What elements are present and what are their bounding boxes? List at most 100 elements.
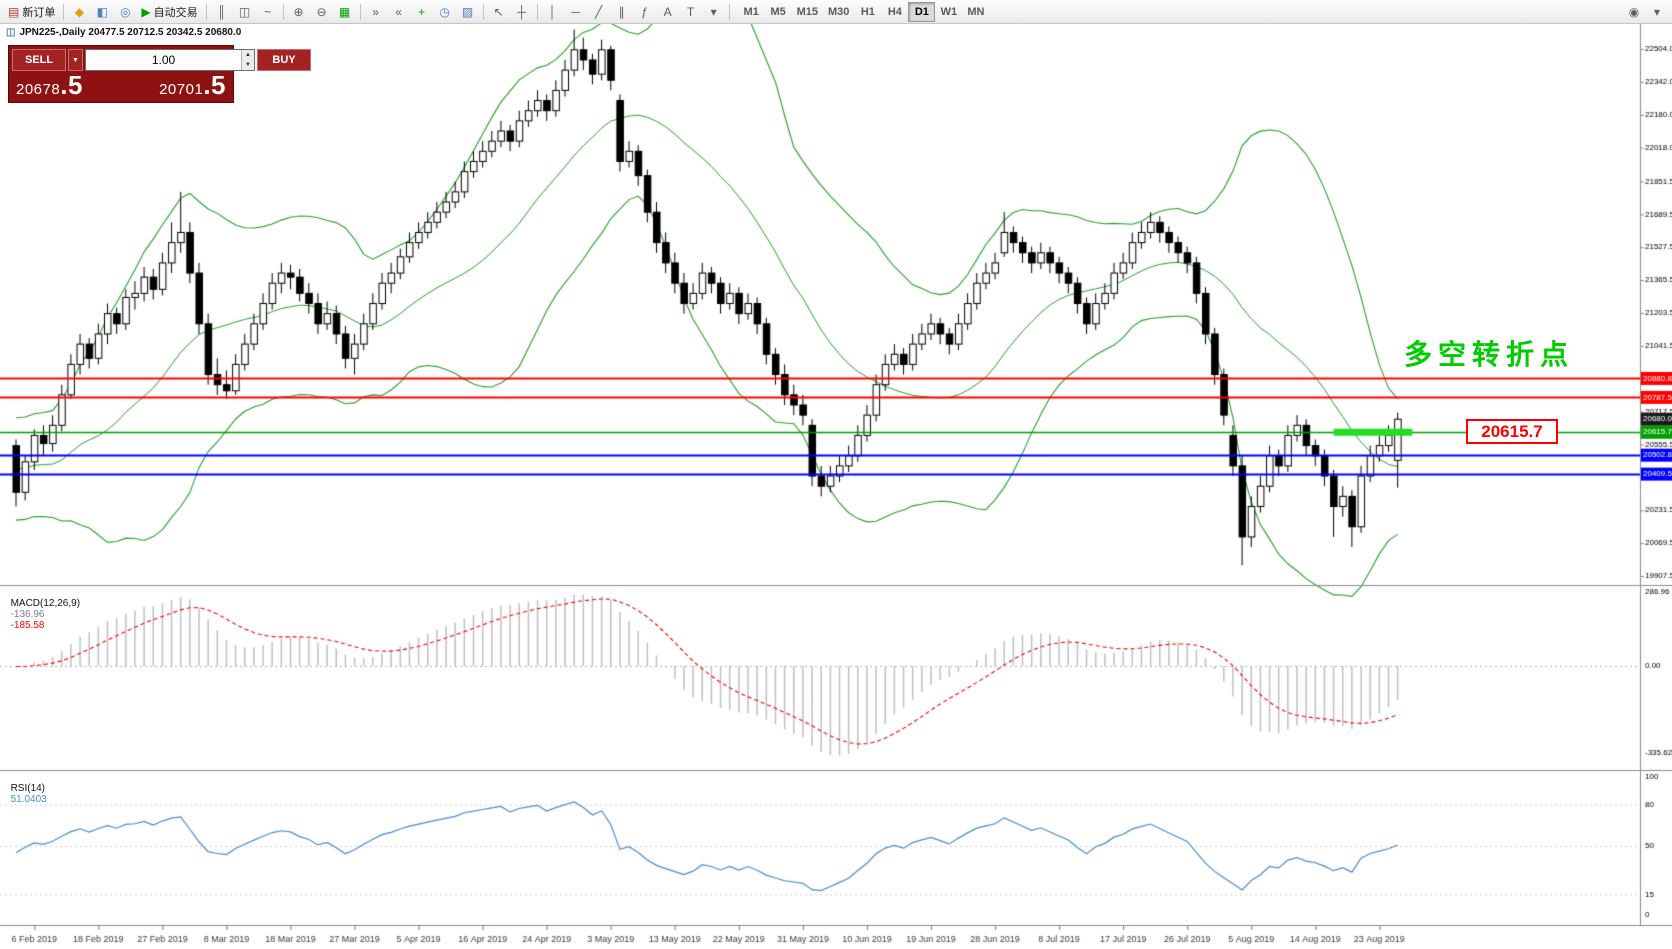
timeframe-mn[interactable]: MN [962, 2, 989, 22]
channel-button[interactable]: ∥ [611, 2, 633, 22]
timeframe-h4[interactable]: H4 [881, 2, 908, 22]
crosshair-button[interactable]: ┼ [511, 2, 533, 22]
rsi-name: RSI(14) [10, 783, 46, 794]
buy-price: 20701.5 [159, 70, 226, 100]
profiles-button-icon: ◆ [74, 4, 84, 19]
profiles-button[interactable]: ◆ [68, 2, 90, 22]
templates-button-icon: ▨ [461, 4, 474, 19]
horizontal-line-button[interactable]: ─ [565, 2, 587, 22]
volume-down-button[interactable]: ▼ [242, 60, 254, 70]
toolbar-separator [63, 3, 65, 20]
data-window-button-icon: ◎ [120, 4, 131, 19]
rsi-indicator-label: RSI(14) 51.0403 [5, 772, 47, 805]
chart-title: ◫ JPN225-,Daily 20477.5 20712.5 20342.5 … [6, 27, 241, 38]
text-button-icon: A [663, 4, 672, 19]
autotrading-button-icon: ▶ [141, 4, 151, 19]
trendline-button-icon: ╱ [594, 4, 603, 19]
market-watch-button-icon: ◧ [96, 4, 109, 19]
line-chart-button[interactable]: ~ [257, 2, 279, 22]
timeframe-m15[interactable]: M15 [792, 2, 823, 22]
autotrading-button[interactable]: ▶ 自动交易 [137, 2, 201, 22]
candlestick-chart-button-icon: ◫ [238, 4, 251, 19]
tile-windows-button-icon: ▦ [338, 4, 351, 19]
toolbar-separator [282, 3, 284, 20]
horizontal-line-button-icon: ─ [571, 4, 580, 19]
market-watch-button[interactable]: ◧ [91, 2, 113, 22]
periods-button[interactable]: ◷ [434, 2, 456, 22]
sell-price: 20678.5 [16, 70, 83, 100]
volume-field: ▲ ▼ [85, 49, 255, 71]
new-order-button[interactable]: ▤ 新订单 [4, 2, 59, 22]
timeframe-w1[interactable]: W1 [935, 2, 962, 22]
search-button[interactable]: ◉ [1623, 2, 1645, 22]
indicators-button-icon: + [418, 4, 426, 19]
text-label-button-icon: T [686, 4, 695, 19]
zoom-in-button-icon: ⊕ [293, 4, 304, 19]
autotrading-button-label: 自动交易 [153, 6, 198, 19]
line-chart-button-icon: ~ [264, 4, 272, 19]
fibonacci-button-icon: ƒ [641, 4, 648, 19]
rsi-value: 51.0403 [10, 794, 47, 805]
channel-button-icon: ∥ [618, 4, 625, 19]
toolbar-options-button[interactable]: ▾ [1646, 2, 1668, 22]
zoom-in-button[interactable]: ⊕ [288, 2, 310, 22]
auto-scroll-button-icon: » [372, 4, 379, 19]
chart-canvas[interactable] [0, 24, 1672, 949]
chart-shift-button-icon: « [395, 4, 402, 19]
cursor-button-icon: ↖ [493, 4, 504, 19]
timeframe-m30[interactable]: M30 [823, 2, 854, 22]
timeframe-bar: M1 M5 M15 M30 H1 H4 D1 W1 MN [738, 1, 990, 22]
chart-shift-button[interactable]: « [388, 2, 410, 22]
trendline-button[interactable]: ╱ [588, 2, 610, 22]
macd-indicator-label: MACD(12,26,9) -136.96 -185.58 [5, 587, 80, 631]
volume-up-button[interactable]: ▲ [242, 50, 254, 60]
fibonacci-button[interactable]: ƒ [634, 2, 656, 22]
toolbar: ▤ 新订单 ◆ ◧ ◎ ▶ 自动交易 ║ ◫ ~ ⊕ ⊖ ▦ » « + ◷ ▨ ↖ ┼ │ ─ ╱ ∥ ƒ A T ▾ M1 M5 M15… [0, 0, 1672, 24]
volume-spinner: ▲ ▼ [241, 50, 254, 70]
text-button[interactable]: A [657, 2, 679, 22]
cursor-button[interactable]: ↖ [488, 2, 510, 22]
chart-title-text: JPN225-,Daily 20477.5 20712.5 20342.5 20… [19, 27, 242, 38]
indicators-button[interactable]: + [411, 2, 433, 22]
new-order-button-icon: ▤ [8, 4, 20, 19]
rsi-panel-separator[interactable] [0, 768, 1672, 773]
vertical-line-button-icon: │ [548, 4, 557, 19]
vertical-line-button[interactable]: │ [542, 2, 564, 22]
toolbar-separator [536, 3, 538, 20]
new-order-button-label: 新订单 [22, 6, 56, 19]
periods-button-icon: ◷ [439, 4, 450, 19]
text-label-button[interactable]: T [680, 2, 702, 22]
timeframe-m5[interactable]: M5 [765, 2, 792, 22]
toolbar-separator [482, 3, 484, 20]
buy-button[interactable]: BUY [257, 49, 311, 71]
toolbar-separator [728, 3, 730, 20]
chart-icon: ◫ [6, 27, 16, 38]
timeframe-h1[interactable]: H1 [854, 2, 881, 22]
order-type-dropdown-button[interactable]: ▼ [68, 49, 83, 71]
bar-chart-button-icon: ║ [217, 4, 226, 19]
timeframe-m1[interactable]: M1 [738, 2, 765, 22]
price-level-label[interactable]: 20615.7 [1466, 419, 1558, 444]
candlestick-chart-button[interactable]: ◫ [234, 2, 256, 22]
one-click-trading-panel: SELL ▼ ▲ ▼ BUY 20678.5 20701.5 [8, 45, 311, 103]
bar-chart-button[interactable]: ║ [211, 2, 233, 22]
zoom-out-button[interactable]: ⊖ [311, 2, 333, 22]
macd-signal-value: -185.58 [10, 620, 45, 631]
macd-value: -136.96 [10, 609, 45, 620]
sell-button[interactable]: SELL [12, 49, 66, 71]
auto-scroll-button[interactable]: » [365, 2, 387, 22]
data-window-button[interactable]: ◎ [114, 2, 136, 22]
toolbar-separator [205, 3, 207, 20]
macd-panel-separator[interactable] [0, 583, 1672, 588]
volume-input[interactable] [86, 50, 241, 70]
arrows-button-icon: ▾ [710, 4, 717, 19]
arrows-button[interactable]: ▾ [703, 2, 725, 22]
search-button-icon: ◉ [1628, 4, 1640, 19]
crosshair-button-icon: ┼ [517, 4, 526, 19]
macd-name: MACD(12,26,9) [10, 598, 81, 609]
templates-button[interactable]: ▨ [457, 2, 479, 22]
zoom-out-button-icon: ⊖ [316, 4, 327, 19]
turning-point-annotation[interactable]: 多空转折点 [1404, 339, 1575, 370]
timeframe-d1[interactable]: D1 [908, 1, 936, 22]
tile-windows-button[interactable]: ▦ [334, 2, 356, 22]
